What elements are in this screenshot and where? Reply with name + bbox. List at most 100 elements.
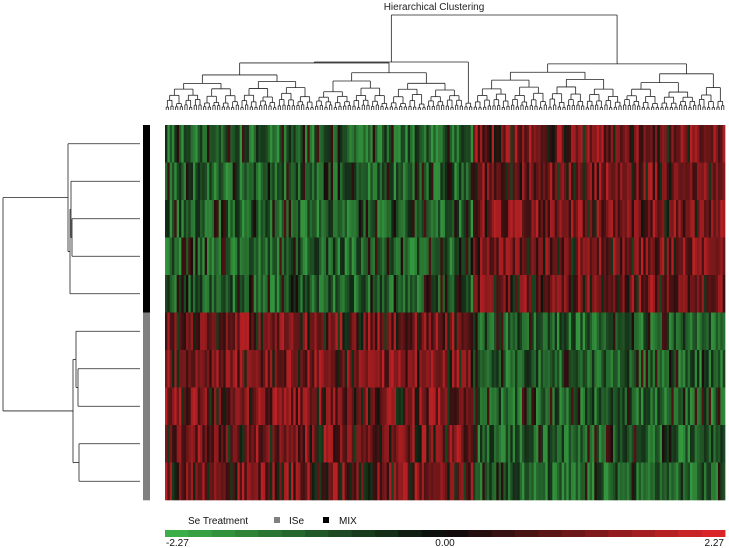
color-scale-step (328, 530, 353, 537)
heatmap-cell (330, 387, 334, 426)
heatmap-cell (508, 312, 511, 351)
heatmap-cell (615, 312, 619, 351)
heatmap-cell (526, 200, 530, 238)
heatmap-cell (554, 237, 558, 276)
heatmap-cell (384, 275, 388, 313)
heatmap-cell (561, 462, 565, 501)
heatmap-cell (662, 200, 665, 238)
heatmap-cell (615, 350, 619, 388)
heatmap-cell (529, 312, 532, 351)
heatmap-cell (316, 237, 320, 276)
heatmap-cell (589, 200, 593, 238)
heatmap-cell (445, 125, 448, 163)
heatmap-cell (321, 162, 325, 201)
heatmap-cell (223, 425, 227, 463)
heatmap-cell (578, 425, 581, 463)
heatmap-cell (260, 387, 264, 426)
heatmap-cell (473, 387, 476, 426)
heatmap-cell (645, 237, 649, 276)
heatmap-cell (433, 425, 437, 463)
heatmap-cell (718, 312, 721, 351)
heatmap-cell (377, 350, 381, 388)
heatmap-cell (398, 425, 402, 463)
heatmap-cell (531, 125, 535, 163)
heatmap-cell (554, 462, 558, 501)
heatmap-cell (692, 162, 696, 201)
heatmap-cell (419, 350, 423, 388)
heatmap-cell (704, 350, 707, 388)
heatmap-cell (414, 125, 418, 163)
heatmap-cell (561, 200, 565, 238)
heatmap-cell (678, 162, 682, 201)
heatmap-cell (643, 462, 647, 501)
heatmap-cell (193, 237, 196, 276)
heatmap-cell (414, 350, 418, 388)
heatmap-cell (230, 425, 234, 463)
heatmap-cell (547, 237, 551, 276)
heatmap-cell (421, 200, 425, 238)
heatmap-cell (529, 387, 532, 426)
heatmap-cell (228, 425, 231, 463)
heatmap-cell (578, 162, 581, 201)
heatmap-cell (258, 350, 262, 388)
heatmap-cell (694, 462, 698, 501)
heatmap-cell (349, 387, 353, 426)
heatmap-cell (442, 275, 446, 313)
heatmap-cell (533, 125, 537, 163)
heatmap-cell (211, 312, 215, 351)
group-bar-segment (143, 125, 150, 163)
heatmap-cell (326, 312, 329, 351)
heatmap-cell (547, 462, 551, 501)
heatmap-cell (568, 462, 572, 501)
heatmap-cell (202, 162, 206, 201)
heatmap-cell (193, 200, 196, 238)
heatmap-cell (204, 162, 208, 201)
heatmap-cell (466, 350, 469, 388)
heatmap-cell (228, 462, 231, 501)
heatmap-cell (270, 425, 273, 463)
heatmap-cell (690, 200, 693, 238)
heatmap-cell (564, 387, 567, 426)
heatmap-cell (188, 237, 192, 276)
heatmap-cell (713, 462, 717, 501)
heatmap-cell (690, 350, 693, 388)
heatmap-cell (461, 200, 465, 238)
heatmap-cell (715, 425, 719, 463)
heatmap-cell (298, 162, 301, 201)
heatmap-cell (594, 425, 598, 463)
heatmap-cell (309, 162, 313, 201)
heatmap-cell (575, 387, 579, 426)
heatmap-cell (650, 312, 654, 351)
heatmap-cell (587, 350, 591, 388)
heatmap-cell (461, 125, 465, 163)
treatment-group-bar (143, 125, 150, 501)
heatmap-cell (692, 425, 696, 463)
heatmap-cell (312, 125, 315, 163)
heatmap-cell (517, 462, 521, 501)
heatmap-cell (449, 462, 453, 501)
heatmap-cell (466, 200, 469, 238)
heatmap-cell (505, 350, 509, 388)
heatmap-cell (692, 350, 696, 388)
heatmap-cell (473, 425, 476, 463)
heatmap-cell (585, 312, 588, 351)
heatmap-cell (510, 125, 514, 163)
heatmap-cell (659, 237, 663, 276)
heatmap-cell (505, 125, 509, 163)
heatmap-cell (473, 162, 476, 201)
heatmap-cell (281, 275, 285, 313)
heatmap-cell (671, 387, 675, 426)
heatmap-cell (601, 125, 605, 163)
heatmap-cell (585, 425, 588, 463)
heatmap-cell (344, 462, 348, 501)
group-bar-segment (143, 275, 150, 313)
heatmap-cell (384, 387, 388, 426)
heatmap-cell (447, 462, 451, 501)
heatmap-cell (524, 312, 528, 351)
heatmap-cell (690, 387, 693, 426)
heatmap-cell (718, 462, 721, 501)
heatmap-cell (571, 200, 574, 238)
heatmap-cell (685, 237, 689, 276)
heatmap-cell (365, 237, 369, 276)
heatmap-cell (538, 425, 542, 463)
